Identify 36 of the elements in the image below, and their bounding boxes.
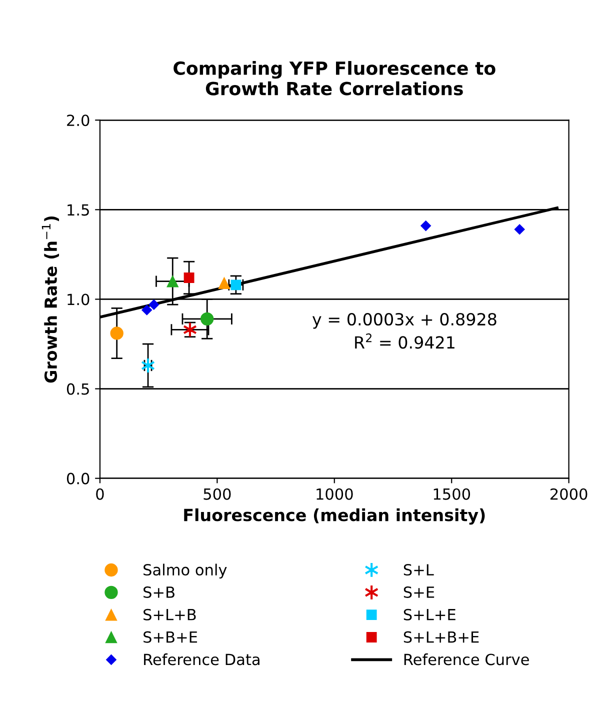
legend-label: S+E xyxy=(404,586,434,598)
point xyxy=(166,275,179,288)
y-tick-label: 2.0 xyxy=(67,114,90,126)
legend-label: S+L xyxy=(404,564,434,576)
x-axis-title: Fluorescence (median intensity) xyxy=(184,508,485,525)
x-tick-label: 500 xyxy=(204,488,231,500)
annotation: R$^{2}$ = 0.9421 xyxy=(355,333,454,349)
y-axis-title: Growth Rate (h$^{−1}$) xyxy=(42,216,60,383)
point xyxy=(110,326,124,340)
point xyxy=(148,299,160,310)
point xyxy=(142,304,152,316)
legend-label: S+L+B+E xyxy=(404,631,479,643)
y-tick-label: 0.5 xyxy=(66,383,89,395)
annotation: y = 0.0003x + 0.8928 xyxy=(312,312,496,329)
legend-label: S+L+E xyxy=(404,608,456,620)
y-tick-label: 1.5 xyxy=(68,204,89,216)
legend-label: Salmo only xyxy=(144,564,227,579)
point xyxy=(200,312,214,326)
y-tick-label: 1.0 xyxy=(68,294,90,306)
point xyxy=(140,358,156,374)
legend-label: S+L+B xyxy=(144,608,196,620)
point xyxy=(218,277,230,290)
point xyxy=(420,220,432,232)
legend-label: S+B+E xyxy=(144,631,198,643)
chart-title: Comparing YFP Fluorescence to Growth Rate Correlations xyxy=(174,61,496,96)
point xyxy=(230,280,242,290)
legend-label: S+B xyxy=(144,586,174,598)
y-tick-label: 0.0 xyxy=(66,472,90,484)
point xyxy=(184,272,194,283)
legend-label: Reference Curve xyxy=(404,653,529,666)
legend-label: Reference Data xyxy=(144,653,260,666)
x-tick-label: 1000 xyxy=(316,488,353,500)
point xyxy=(514,224,525,235)
x-tick-label: 1500 xyxy=(434,488,470,500)
x-tick-label: 0 xyxy=(96,488,104,500)
x-tick-label: 2000 xyxy=(550,488,588,500)
